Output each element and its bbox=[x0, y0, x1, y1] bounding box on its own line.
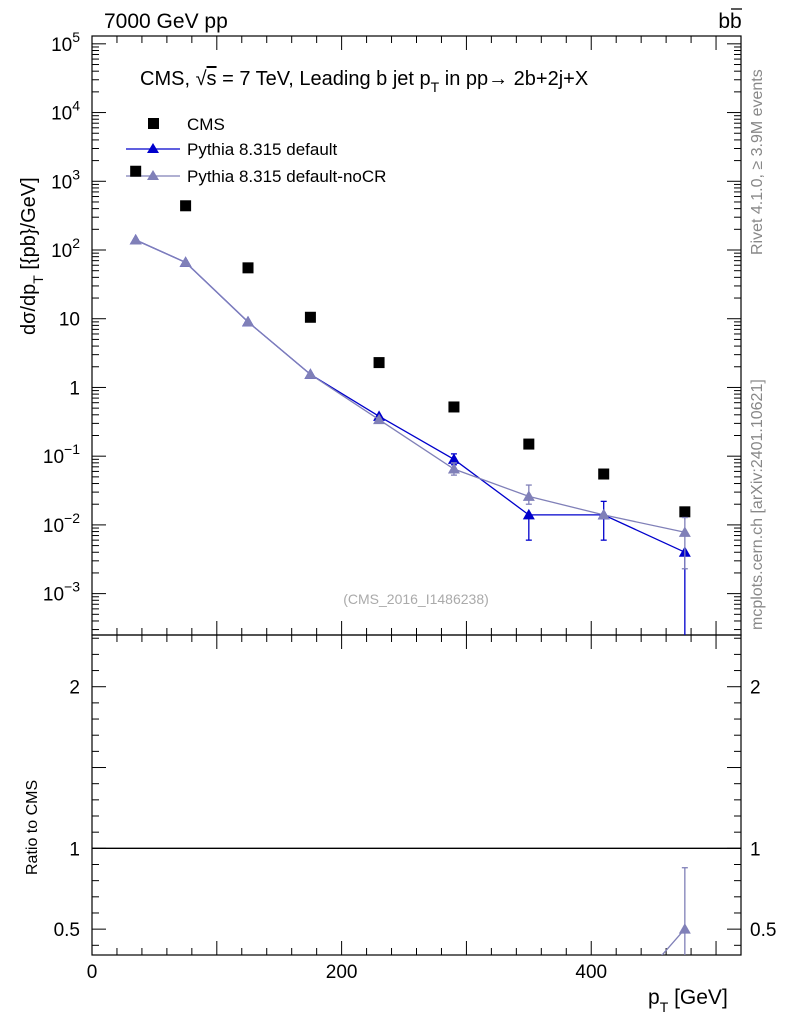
ratio-y-tick-label-left: 2 bbox=[69, 678, 80, 699]
ratio-axis-ticks bbox=[91, 635, 742, 955]
data-point-2 bbox=[304, 368, 317, 379]
main-axis-ticks bbox=[91, 36, 742, 635]
y-tick-label: 1 bbox=[69, 378, 80, 399]
y-tick-label: 10−3 bbox=[43, 579, 80, 606]
header-process: b bbox=[718, 10, 730, 33]
main-series-group bbox=[129, 165, 691, 635]
legend: CMS Pythia 8.315 default Pythia 8.315 de… bbox=[126, 115, 386, 186]
y-tick-label: 10 bbox=[59, 310, 80, 331]
data-point-2 bbox=[447, 463, 460, 474]
legend-default-label: Pythia 8.315 default bbox=[187, 140, 338, 159]
data-point-1 bbox=[522, 508, 535, 520]
header-energy: 7000 GeV pp bbox=[104, 10, 228, 33]
ratio-y-tick-label-left: 1 bbox=[69, 839, 80, 860]
x-tick-label: 400 bbox=[575, 962, 607, 983]
data-point-1 bbox=[447, 453, 460, 464]
mcplots-label: mcplots.cern.ch [arXiv:2401.10621] bbox=[749, 379, 766, 630]
series-line-2 bbox=[135, 239, 685, 533]
ratio-y-tick-labels: 0.5 0.5 1 1 2 2 bbox=[54, 678, 777, 941]
cms-data-point bbox=[598, 468, 610, 480]
header-process-bar: b bbox=[730, 10, 742, 33]
ratio-plot-frame bbox=[91, 634, 742, 956]
y-tick-label: 105 bbox=[51, 29, 80, 56]
ratio-y-tick-label-left: 0.5 bbox=[54, 920, 80, 941]
y-axis-label: dσ/dpT [{pb}/GeV] bbox=[18, 177, 46, 335]
x-tick-label: 0 bbox=[87, 962, 98, 983]
x-tick-labels: 0 200 400 bbox=[87, 962, 607, 983]
legend-cms-marker bbox=[148, 118, 159, 129]
y-tick-label: 10−2 bbox=[43, 510, 80, 537]
legend-cms-label: CMS bbox=[187, 115, 225, 134]
chart-title: CMS, √s = 7 TeV, Leading b jet pT in pp→… bbox=[140, 68, 588, 95]
ratio-series-group bbox=[92, 847, 741, 955]
legend-default-marker bbox=[147, 143, 159, 153]
y-tick-label: 104 bbox=[51, 98, 80, 125]
analysis-watermark: (CMS_2016_I1486238) bbox=[343, 591, 489, 607]
y-tick-label: 103 bbox=[51, 166, 80, 193]
data-point-2 bbox=[373, 413, 386, 425]
ratio-y-tick-label-right: 0.5 bbox=[750, 920, 776, 941]
ratio-y-tick-label-right: 1 bbox=[750, 839, 761, 860]
cms-data-point bbox=[373, 357, 385, 369]
cms-data-point bbox=[448, 401, 460, 413]
ratio-series-line bbox=[661, 928, 686, 955]
data-point-2 bbox=[597, 508, 610, 520]
legend-nocr-marker bbox=[147, 170, 159, 180]
cms-data-point bbox=[242, 262, 254, 274]
ratio-y-tick-label-right: 2 bbox=[750, 678, 761, 699]
data-point-2 bbox=[129, 233, 142, 245]
series-line-1 bbox=[135, 239, 686, 553]
ratio-y-axis-label: Ratio to CMS bbox=[24, 780, 41, 875]
rivet-label: Rivet 4.1.0, ≥ 3.9M events bbox=[749, 69, 766, 255]
cms-data-point bbox=[180, 200, 192, 212]
data-point-2 bbox=[678, 526, 691, 537]
legend-nocr-label: Pythia 8.315 default-noCR bbox=[187, 167, 386, 186]
cms-data-point bbox=[523, 438, 535, 450]
data-point-2 bbox=[522, 490, 535, 501]
ratio-data-point bbox=[678, 923, 691, 934]
y-tick-label: 102 bbox=[51, 235, 80, 262]
y-tick-label: 10−1 bbox=[43, 441, 80, 468]
data-point-2 bbox=[242, 315, 255, 327]
x-tick-label: 200 bbox=[326, 962, 358, 983]
cms-data-point bbox=[130, 165, 142, 177]
data-point-2 bbox=[179, 256, 192, 267]
x-axis-label: pT [GeV] bbox=[648, 986, 728, 1015]
cms-data-point bbox=[304, 311, 316, 323]
cms-data-point bbox=[679, 506, 691, 518]
